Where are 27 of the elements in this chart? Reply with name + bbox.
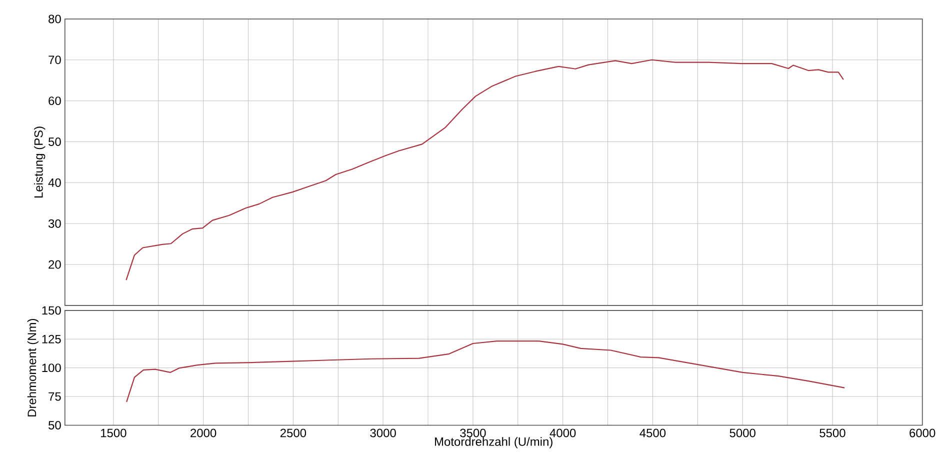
x-tick-label: 3500 [460, 428, 486, 438]
x-tick-label: 2500 [280, 428, 306, 438]
y-tick-label: 70 [48, 56, 61, 64]
line-series [126, 340, 846, 402]
y-tick-label: 60 [48, 96, 61, 105]
y-tick-label: 40 [48, 178, 61, 187]
x-tick-label: 3000 [370, 428, 396, 438]
y-tick-label: 150 [42, 306, 61, 315]
y-axis-title: Leistung (PS) [34, 126, 46, 198]
y-tick-label: 75 [48, 392, 61, 401]
x-tick-label: 5500 [820, 428, 846, 438]
y-tick-label: 100 [42, 364, 61, 372]
x-tick-label: 5000 [730, 428, 756, 438]
y-tick-label: 80 [48, 14, 61, 24]
line-series [126, 59, 844, 281]
x-tick-label: 4000 [550, 428, 576, 438]
x-tick-label: 2000 [190, 428, 216, 438]
x-tick-label: 6000 [910, 428, 936, 438]
y-tick-label: 50 [48, 137, 61, 146]
y-axis-title: Drehmoment (Nm) [27, 318, 39, 416]
y-tick-label: 20 [48, 260, 61, 269]
y-tick-label: 50 [48, 420, 61, 430]
x-axis-title: Motordrehzahl (U/min) [435, 437, 552, 448]
y-tick-label: 125 [42, 334, 61, 344]
x-tick-label: 1500 [101, 428, 126, 438]
x-tick-label: 4500 [640, 428, 666, 438]
y-tick-label: 30 [48, 219, 61, 228]
